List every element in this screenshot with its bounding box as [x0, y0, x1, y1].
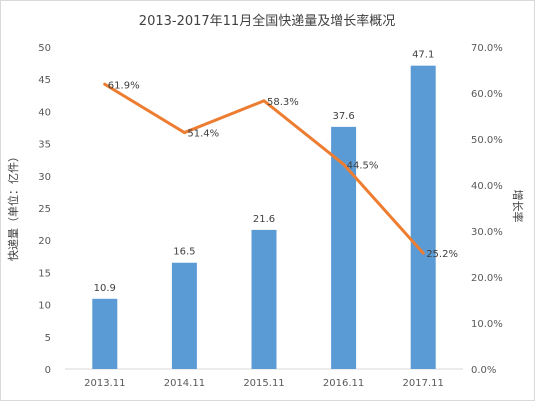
bar-value-label: 16.5: [173, 247, 195, 258]
y-tick-label: 10: [38, 301, 51, 312]
y-tick-label: 0: [45, 365, 51, 376]
line-layer: [103, 82, 425, 255]
x-tick-label: 2016.11: [323, 378, 364, 389]
y-tick-label: 20: [38, 236, 51, 247]
bars-layer: [92, 65, 436, 370]
bar-value-label: 47.1: [412, 50, 434, 61]
y-tick-label: 5: [45, 333, 51, 344]
bar-value-label: 10.9: [94, 283, 116, 294]
bar: [171, 262, 197, 369]
y2-tick-label: 20.0%: [471, 273, 503, 284]
chart-title: 2013-2017年11月全国快递量及增长率概况: [139, 13, 395, 29]
line-point: [103, 82, 107, 86]
line-value-label: 51.4%: [187, 129, 219, 140]
line-point: [342, 162, 346, 166]
y2-tick-label: 30.0%: [471, 227, 503, 238]
x-tick-label: 2015.11: [243, 378, 284, 389]
x-tick-label: 2013.11: [84, 378, 125, 389]
y-tick-label: 40: [38, 107, 51, 118]
axes-layer: 0 5 10 15 20 25 30 35 40 45 50 0.0% 10.0% 20.0% 30.0% 4…: [38, 43, 503, 389]
bar: [251, 229, 277, 369]
y2-tick-label: 40.0%: [471, 181, 503, 192]
y-tick-label: 30: [38, 172, 51, 183]
bar-value-label: 21.6: [253, 214, 275, 225]
y2-tick-label: 50.0%: [471, 135, 503, 146]
bar: [410, 65, 436, 370]
y2-tick-label: 60.0%: [471, 89, 503, 100]
y2-axis-title: 增长率: [511, 190, 525, 223]
line-value-label: 44.5%: [347, 160, 379, 171]
y2-tick-label: 0.0%: [471, 365, 496, 376]
line-point: [182, 131, 186, 135]
x-tick-label: 2014.11: [164, 378, 205, 389]
labels-layer: 10.9 16.5 21.6 37.6 47.1 61.9% 51.4% 58.3% 44.5%…: [94, 50, 458, 294]
bar: [92, 298, 118, 369]
y-tick-label: 25: [38, 204, 51, 215]
line-value-label: 25.2%: [426, 249, 458, 260]
line-value-label: 58.3%: [267, 97, 299, 108]
line-point: [421, 251, 425, 255]
y-tick-label: 35: [38, 140, 51, 151]
line-value-label: 61.9%: [108, 80, 140, 91]
bar: [331, 126, 357, 369]
y-tick-label: 50: [38, 43, 51, 54]
bar-value-label: 37.6: [332, 111, 354, 122]
x-tick-label: 2017.11: [403, 378, 444, 389]
y2-tick-label: 70.0%: [471, 43, 503, 54]
y-tick-label: 45: [38, 75, 51, 86]
line-point: [262, 99, 266, 103]
y-tick-label: 15: [38, 268, 51, 279]
y2-tick-label: 10.0%: [471, 319, 503, 330]
y-axis-title: 快递量（单位：亿件）: [6, 151, 20, 261]
